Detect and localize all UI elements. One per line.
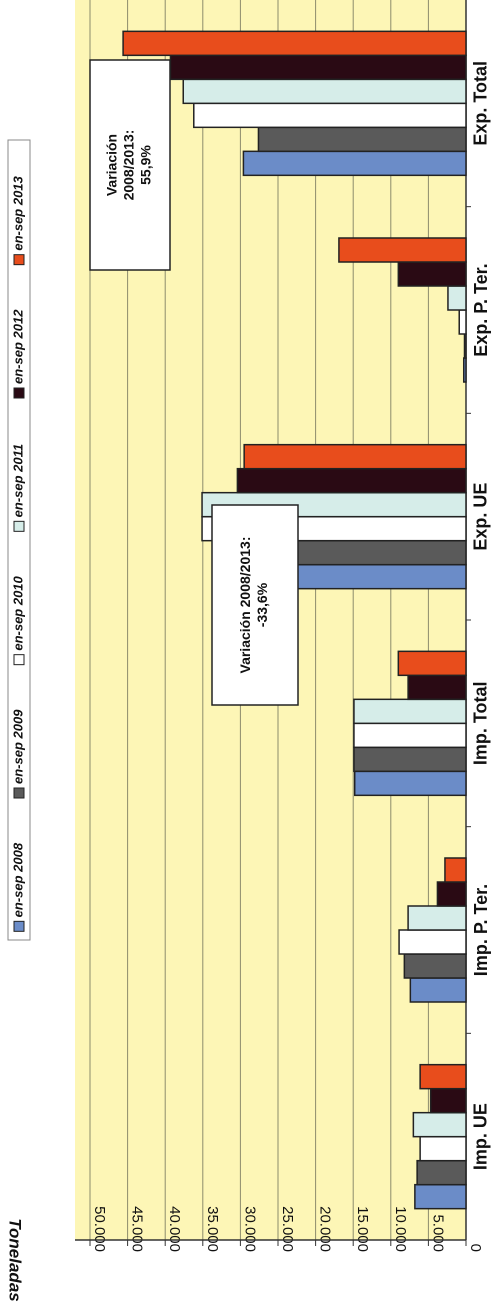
bar: [412, 1111, 467, 1138]
bar: [193, 102, 467, 129]
bar: [353, 698, 467, 725]
annotation-text: Variación 2008/2013:: [237, 537, 253, 674]
bar: [458, 309, 467, 335]
bar: [338, 237, 467, 263]
bar: [122, 30, 467, 57]
annotation-frame: [211, 504, 299, 706]
bar: [353, 770, 467, 797]
category-label: Imp. UE: [471, 1103, 491, 1170]
value-tick-label: 40.000: [166, 1206, 183, 1252]
legend-item: en-sep 2008: [10, 842, 25, 932]
annotation-text: -33,6%: [254, 582, 270, 627]
value-tick-label: 20.000: [317, 1206, 334, 1252]
legend-item: en-sep 2012: [10, 309, 25, 399]
value-tick-label: 0: [467, 1244, 484, 1252]
legend-swatch: [13, 920, 25, 932]
bar: [353, 746, 467, 773]
bar: [397, 650, 467, 677]
legend-label: en-sep 2008: [10, 842, 25, 917]
legend-item: en-sep 2009: [10, 709, 25, 799]
bar: [414, 1183, 467, 1210]
category-label: Imp. P. Ter.: [471, 884, 491, 976]
value-tick-label: 30.000: [241, 1206, 258, 1252]
bar: [436, 881, 467, 907]
value-tick-label: 5.000: [429, 1214, 446, 1252]
annotation-frame: [89, 59, 171, 271]
value-tick-label: 50.000: [91, 1206, 108, 1252]
bar: [169, 54, 467, 81]
legend-swatch: [13, 254, 25, 266]
bar: [409, 977, 467, 1003]
value-tick-label: 45.000: [129, 1206, 146, 1252]
bar: [243, 443, 467, 470]
bar: [447, 285, 467, 311]
bar: [407, 905, 467, 931]
legend-label: en-sep 2013: [10, 175, 25, 250]
annotation-text: Variación: [104, 134, 120, 196]
value-axis-title: Toneladas: [6, 1218, 25, 1301]
annotation-text: 2008/2013:: [121, 130, 137, 201]
bar: [271, 539, 467, 566]
bar: [242, 150, 467, 177]
legend: en-sep 2008 en-sep 2009 en-sep 2010 en-sep …: [7, 139, 31, 941]
legend-swatch: [13, 787, 25, 799]
bar: [398, 929, 467, 955]
legend-label: en-sep 2010: [10, 575, 25, 650]
legend-item: en-sep 2013: [10, 175, 25, 266]
bar: [397, 261, 467, 287]
legend-swatch: [13, 387, 25, 399]
category-label: Exp. P. Ter.: [471, 263, 491, 356]
value-tick-label: 35.000: [204, 1206, 221, 1252]
legend-box: [7, 139, 31, 941]
legend-swatch: [13, 654, 25, 666]
annotation-text: 55,9%: [138, 145, 154, 185]
legend-label: en-sep 2012: [10, 309, 25, 384]
value-tick-label: 10.000: [392, 1206, 409, 1252]
bar: [236, 467, 467, 494]
legend-label: en-sep 2011: [10, 444, 25, 517]
bar: [403, 953, 467, 979]
legend-item: en-sep 2011: [10, 444, 25, 532]
bar: [182, 78, 467, 105]
category-label: Exp. Total: [471, 61, 491, 146]
bar: [429, 1087, 467, 1114]
bar: [257, 126, 467, 153]
bar: [419, 1063, 467, 1090]
legend-item: en-sep 2010: [10, 575, 25, 666]
bar: [419, 1135, 467, 1162]
bar: [462, 357, 467, 383]
bar: [353, 722, 467, 749]
bar: [407, 674, 467, 701]
category-label: Imp. Total: [471, 681, 491, 765]
category-label: Exp. UE: [471, 483, 491, 551]
bar: [416, 1159, 467, 1186]
bar: [444, 857, 467, 883]
bar: [463, 333, 467, 359]
value-tick-label: 15.000: [354, 1206, 371, 1252]
legend-label: en-sep 2009: [10, 709, 25, 784]
legend-swatch: [13, 520, 25, 532]
annotation-box: Variación 2008/2013: -33,6%: [211, 504, 299, 706]
annotation-box: Variación 2008/2013: 55,9%: [89, 59, 171, 271]
value-tick-label: 25.000: [279, 1206, 296, 1252]
